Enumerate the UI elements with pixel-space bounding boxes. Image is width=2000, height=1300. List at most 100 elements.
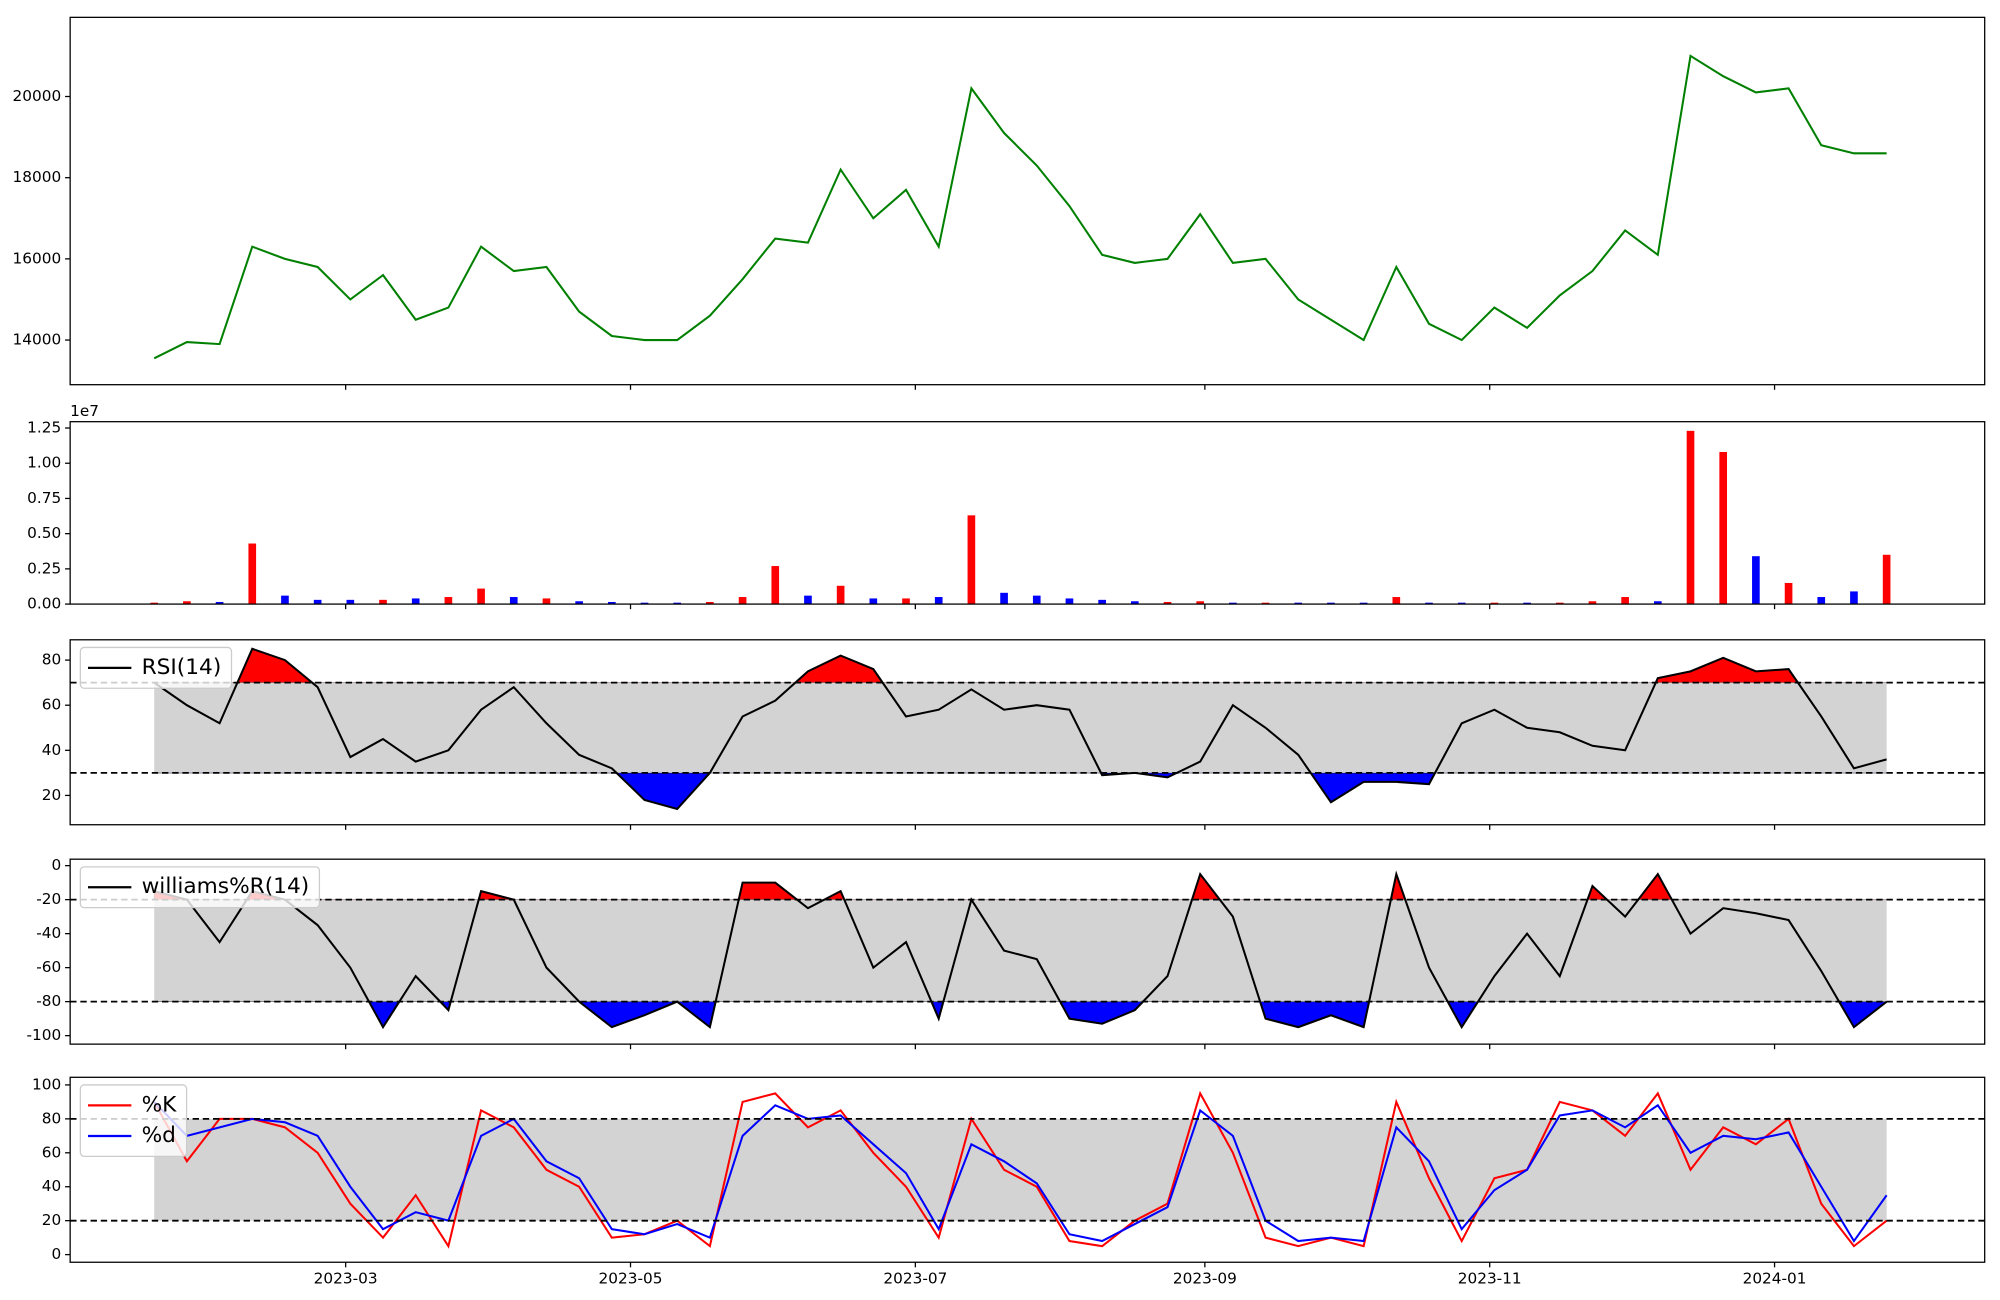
y-tick-label: 18000 — [13, 168, 62, 186]
volume-bar — [673, 602, 682, 605]
y-tick-label: -60 — [36, 958, 61, 976]
legend-label: %d — [142, 1123, 176, 1148]
y-tick-label: -20 — [36, 890, 61, 908]
volume-bar — [411, 598, 420, 605]
legend-box — [79, 1084, 188, 1158]
series-line — [153, 1090, 1888, 1249]
y-tick-label: 0 — [51, 1245, 61, 1263]
panel: 0.00 0.25 0.50 0.75 1.00 1.25 1e7 — [27, 402, 1986, 613]
volume-bar — [477, 588, 485, 605]
y-tick-label: 20000 — [13, 87, 62, 105]
offset-text: 1e7 — [70, 402, 99, 420]
y-tick-label: 0.75 — [27, 489, 61, 507]
y-tick-label: 20 — [42, 786, 61, 804]
legend-label: %K — [142, 1092, 178, 1117]
threshold-band — [154, 682, 1887, 773]
axes-frame — [69, 16, 1986, 386]
y-tick-label: 40 — [42, 741, 61, 759]
x-tick-label: 2023-11 — [1458, 1269, 1522, 1287]
volume-bar — [1098, 599, 1106, 605]
volume-bar — [1850, 591, 1858, 605]
y-tick-label: 80 — [42, 651, 61, 669]
y-tick-label: 0 — [51, 856, 61, 874]
volume-bar — [1588, 601, 1597, 605]
volume-bar — [575, 601, 583, 605]
axes-frame — [69, 858, 1986, 1045]
legend-label: williams%R(14) — [142, 874, 310, 899]
volume-bar — [1327, 602, 1335, 605]
volume-bar — [1359, 602, 1368, 605]
volume-bar — [313, 599, 322, 605]
volume-bar — [1784, 582, 1793, 605]
volume-bar — [1457, 602, 1466, 605]
y-tick-label: 80 — [42, 1109, 61, 1127]
volume-bar — [1686, 430, 1695, 605]
volume-bar — [869, 598, 878, 605]
volume-bar — [1523, 602, 1531, 605]
y-tick-label: 40 — [42, 1177, 61, 1195]
y-tick-label: 20 — [42, 1211, 61, 1229]
x-tick-label: 2023-07 — [883, 1269, 947, 1287]
y-tick-label: 0.25 — [27, 559, 61, 577]
volume-bar — [771, 566, 780, 605]
y-tick-label: 16000 — [13, 249, 62, 267]
volume-bar — [379, 599, 387, 605]
volume-bar — [281, 595, 289, 605]
volume-bar — [1229, 602, 1237, 605]
panel: 20 40 60 80 RSI(14) — [42, 639, 1986, 830]
volume-bar — [640, 602, 649, 605]
axes-frame — [69, 1076, 1986, 1263]
legend-box — [79, 646, 233, 689]
y-tick-label: -80 — [36, 992, 61, 1010]
y-tick-label: 0.50 — [27, 524, 61, 542]
volume-bar — [967, 515, 976, 605]
volume-bar — [1000, 592, 1008, 605]
threshold-fill — [153, 1001, 1888, 1028]
volume-bar — [706, 601, 714, 605]
volume-bar — [1752, 556, 1760, 605]
volume-bar — [1032, 595, 1041, 605]
volume-bar — [215, 601, 224, 605]
axes-frame — [69, 421, 1986, 605]
threshold-band — [154, 899, 1887, 1002]
x-tick-label: 2023-09 — [1173, 1269, 1237, 1287]
threshold-band — [154, 1118, 1887, 1221]
threshold-fill — [153, 648, 1887, 683]
volume-bar — [1261, 602, 1270, 605]
y-tick-label: 1.25 — [27, 419, 61, 437]
y-tick-label: 60 — [42, 1143, 61, 1161]
panel: 0 20 40 60 80 100 2023-03 2023-05 2023-07 2023-09… — [32, 1075, 1986, 1287]
volume-bar — [248, 543, 257, 605]
volume-bar — [183, 601, 191, 605]
series-line — [153, 54, 1887, 360]
x-tick-label: 2023-03 — [314, 1269, 378, 1287]
volume-bar — [1425, 602, 1433, 605]
legend-box — [79, 866, 321, 909]
legend: %K %d — [79, 1084, 188, 1158]
volume-bar — [934, 597, 943, 605]
y-tick-label: 14000 — [13, 331, 62, 349]
volume-bar — [1392, 597, 1401, 605]
series-line — [153, 647, 1887, 811]
panel: -100 -80 -60 -40 -20 0 williams%R(14) — [27, 856, 1986, 1050]
volume-bar — [1196, 601, 1205, 605]
volume-bar — [804, 595, 812, 605]
volume-bar — [1555, 602, 1564, 605]
volume-bar — [444, 597, 453, 605]
legend-label: RSI(14) — [142, 655, 222, 680]
panel: 14000 16000 18000 20000 — [13, 16, 1986, 390]
y-tick-label: 0.00 — [27, 595, 61, 613]
volume-bar — [608, 601, 616, 605]
volume-bar — [1621, 597, 1629, 605]
y-tick-label: -100 — [27, 1026, 62, 1044]
volume-bar — [1817, 597, 1826, 605]
volume-bar — [836, 585, 845, 605]
volume-bar — [738, 597, 747, 605]
volume-bar — [542, 598, 551, 605]
series-line — [153, 870, 1888, 1030]
x-tick-label: 2024-01 — [1743, 1269, 1807, 1287]
volume-bar — [1653, 601, 1662, 605]
volume-bar — [1163, 601, 1172, 605]
